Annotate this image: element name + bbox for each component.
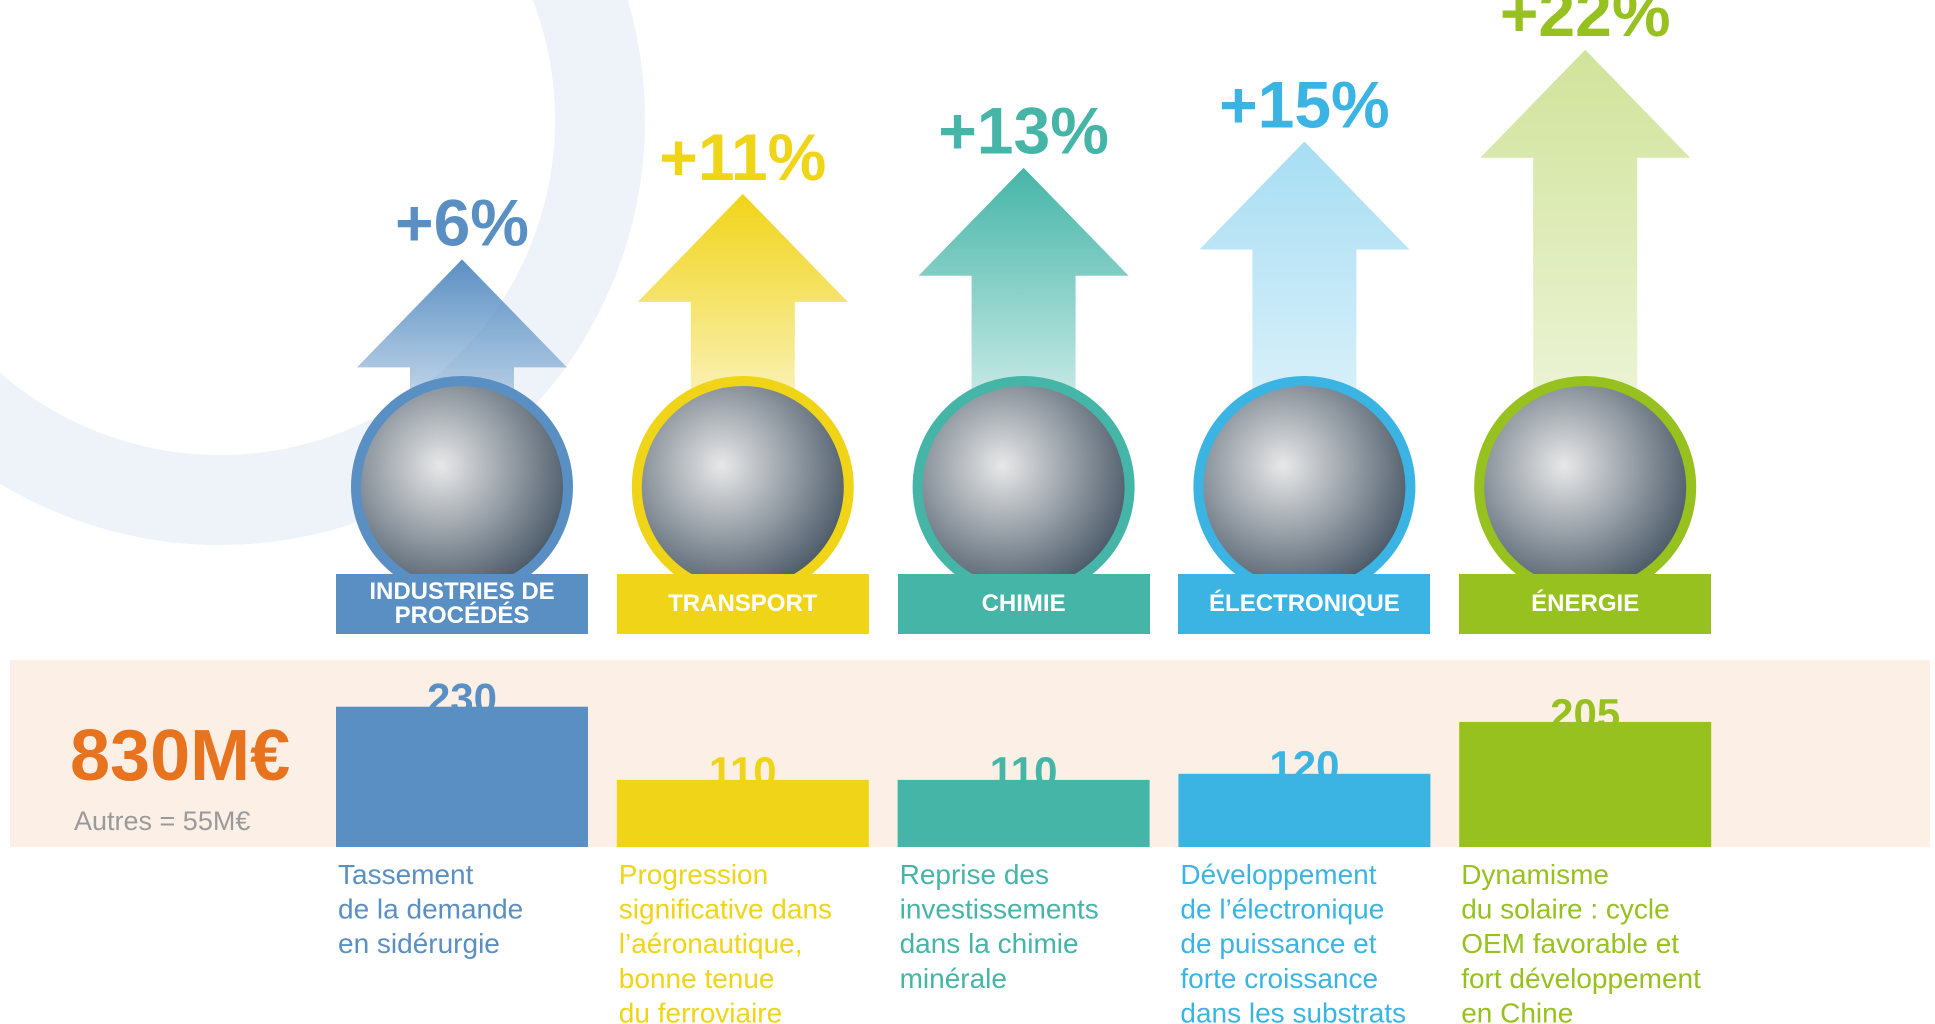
- note: Autres = 55M€: [74, 806, 250, 836]
- description-line: Dynamisme: [1461, 859, 1609, 890]
- growth-label: +13%: [938, 94, 1109, 168]
- description-line: significative dans: [619, 894, 832, 925]
- description-line: investissements: [900, 894, 1099, 925]
- description-line: Progression: [619, 859, 768, 890]
- value-label: 230: [427, 675, 497, 722]
- growth-label: +22%: [1500, 0, 1671, 50]
- category-label: ÉLECTRONIQUE: [1178, 574, 1430, 634]
- description-line: dans la chimie: [900, 928, 1079, 959]
- category-label: ÉNERGIE: [1459, 574, 1711, 634]
- description-line: bonne tenue: [619, 963, 775, 994]
- value-label: 120: [1269, 742, 1339, 789]
- description-line: de puissance et: [1180, 928, 1376, 959]
- value-label: 110: [990, 748, 1058, 795]
- growth-label: +11%: [659, 120, 826, 194]
- description-line: Développement: [1180, 859, 1376, 890]
- category-photo: [356, 381, 568, 593]
- category-label: INDUSTRIES DE PROCÉDÉS: [336, 574, 588, 634]
- total: 830M€: [70, 716, 290, 796]
- description-line: de l’électronique: [1180, 894, 1384, 925]
- description-line: du solaire : cycle: [1461, 894, 1670, 925]
- category-photo: [637, 381, 849, 593]
- description-line: dans les substrats: [1180, 997, 1406, 1024]
- value-label: 205: [1550, 690, 1620, 737]
- description-line: OEM favorable et: [1461, 928, 1679, 959]
- growth-label: +6%: [395, 185, 529, 259]
- category-photo: [1479, 381, 1691, 593]
- description-line: minérale: [900, 963, 1007, 994]
- category-photo: [918, 381, 1130, 593]
- bar: [336, 707, 588, 847]
- bar: [1459, 722, 1711, 847]
- description-line: l’aéronautique,: [619, 928, 803, 959]
- value-label: 110: [709, 748, 777, 795]
- description-line: de la demande: [338, 894, 523, 925]
- description-line: en sidérurgie: [338, 928, 500, 959]
- chart: 830M€ Autres = 55M€ +6% 230 Tassement de la…: [0, 0, 1935, 1024]
- description-line: Tassement: [338, 859, 474, 890]
- category-photo: [1198, 381, 1410, 593]
- description-line: du ferroviaire: [619, 997, 782, 1024]
- category-label: CHIMIE: [898, 574, 1150, 634]
- page: 830M€ Autres = 55M€ +6% 230 Tassement de la…: [0, 0, 1935, 1024]
- growth-label: +15%: [1219, 68, 1390, 142]
- description-line: Reprise des: [900, 859, 1049, 890]
- description-line: forte croissance: [1180, 963, 1378, 994]
- description-line: fort développement: [1461, 963, 1701, 994]
- description-line: en Chine: [1461, 997, 1573, 1024]
- category-label: TRANSPORT: [617, 574, 869, 634]
